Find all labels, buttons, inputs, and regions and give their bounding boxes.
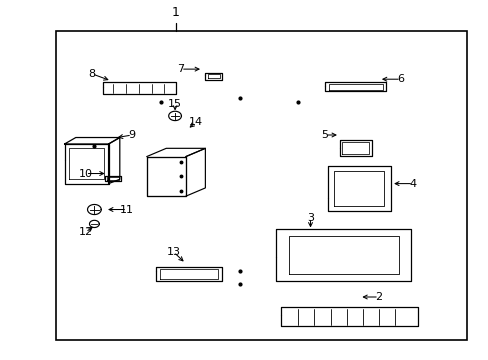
Text: 8: 8	[88, 69, 95, 79]
Text: 13: 13	[166, 247, 180, 257]
Text: 7: 7	[177, 64, 184, 74]
Bar	[56, 31, 466, 340]
Text: 4: 4	[409, 179, 416, 189]
Text: 6: 6	[397, 74, 404, 84]
Text: 1: 1	[172, 6, 180, 19]
Text: 9: 9	[128, 130, 135, 140]
Text: 3: 3	[306, 213, 313, 223]
Text: 15: 15	[168, 99, 182, 109]
Text: 14: 14	[188, 117, 202, 127]
Text: 2: 2	[375, 292, 382, 302]
Text: 11: 11	[120, 204, 134, 215]
Text: 10: 10	[79, 168, 92, 179]
Text: 5: 5	[321, 130, 328, 140]
Text: 12: 12	[79, 227, 92, 237]
